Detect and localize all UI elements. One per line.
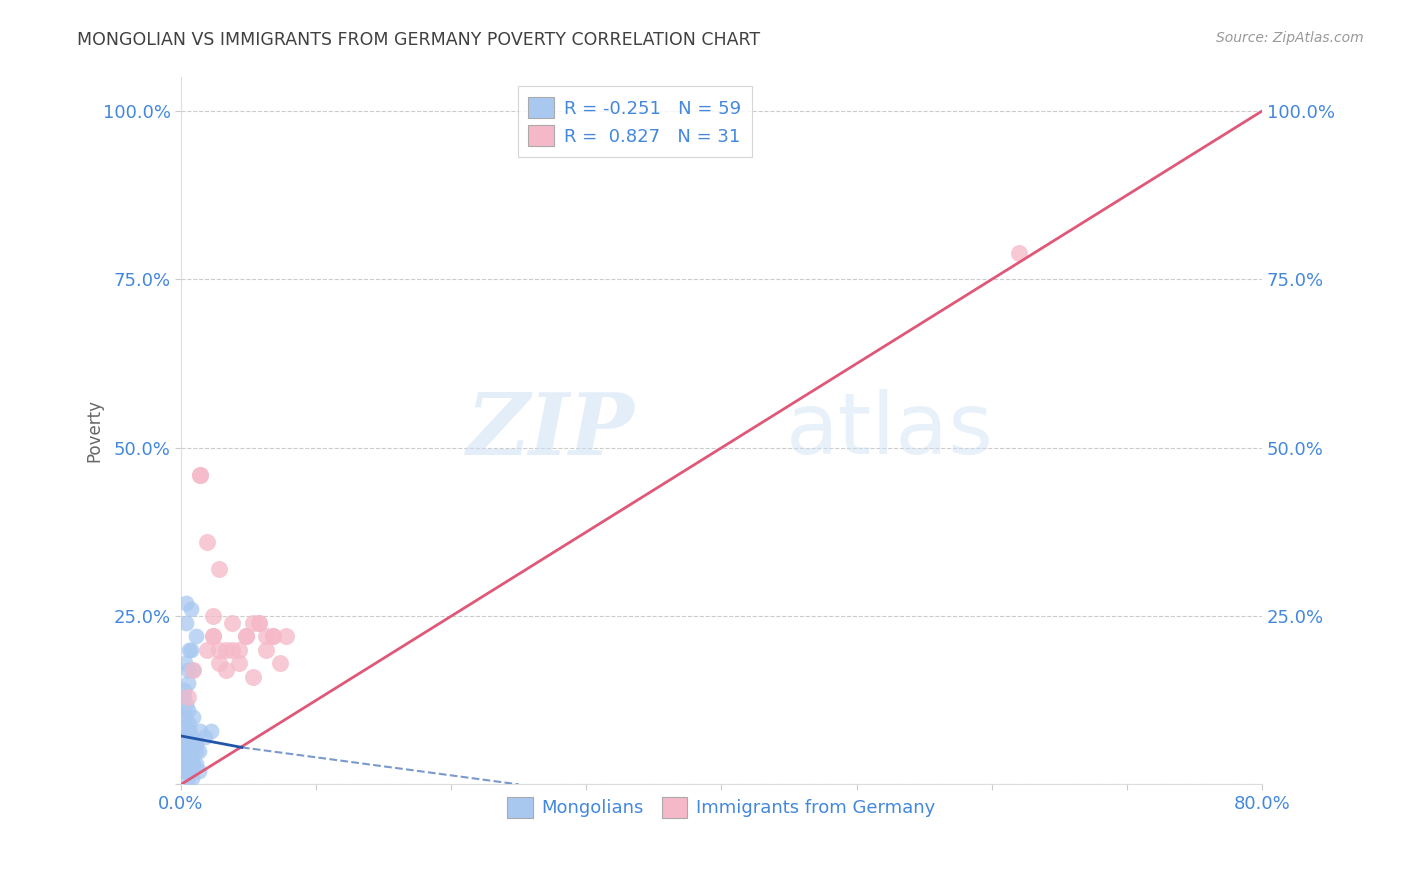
Point bbox=[181, 757, 204, 772]
Point bbox=[174, 710, 197, 724]
Point bbox=[173, 683, 195, 698]
Point bbox=[214, 663, 236, 677]
Point bbox=[184, 737, 207, 751]
Point bbox=[177, 757, 200, 772]
Point bbox=[174, 764, 197, 778]
Point bbox=[177, 690, 200, 704]
Point bbox=[262, 629, 284, 643]
Point bbox=[269, 657, 291, 671]
Point bbox=[176, 757, 198, 772]
Point bbox=[179, 723, 201, 738]
Point bbox=[1008, 245, 1031, 260]
Point bbox=[208, 657, 231, 671]
Point bbox=[181, 710, 204, 724]
Point bbox=[179, 723, 201, 738]
Point bbox=[177, 663, 200, 677]
Point bbox=[181, 663, 204, 677]
Point bbox=[181, 737, 204, 751]
Point bbox=[177, 744, 200, 758]
Point bbox=[179, 642, 201, 657]
Point bbox=[276, 629, 298, 643]
Point bbox=[187, 744, 209, 758]
Point bbox=[254, 642, 277, 657]
Point bbox=[202, 609, 225, 624]
Point bbox=[176, 750, 198, 764]
Point bbox=[254, 629, 277, 643]
Point bbox=[174, 764, 197, 778]
Point bbox=[173, 690, 195, 704]
Point bbox=[200, 723, 222, 738]
Text: MONGOLIAN VS IMMIGRANTS FROM GERMANY POVERTY CORRELATION CHART: MONGOLIAN VS IMMIGRANTS FROM GERMANY POV… bbox=[77, 31, 761, 49]
Point bbox=[262, 629, 284, 643]
Point bbox=[177, 703, 200, 717]
Text: atlas: atlas bbox=[786, 390, 994, 473]
Point bbox=[221, 642, 243, 657]
Point bbox=[235, 629, 257, 643]
Point bbox=[249, 615, 271, 630]
Point bbox=[179, 764, 201, 778]
Point bbox=[176, 764, 198, 778]
Point bbox=[188, 467, 211, 482]
Point bbox=[184, 744, 207, 758]
Point bbox=[177, 771, 200, 785]
Point bbox=[208, 562, 231, 576]
Point bbox=[228, 642, 250, 657]
Point bbox=[174, 731, 197, 745]
Point bbox=[202, 629, 225, 643]
Point bbox=[179, 750, 201, 764]
Point bbox=[221, 615, 243, 630]
Point bbox=[180, 737, 202, 751]
Point bbox=[194, 731, 217, 745]
Point bbox=[179, 750, 201, 764]
Point bbox=[179, 750, 201, 764]
Point bbox=[176, 744, 198, 758]
Point bbox=[249, 615, 271, 630]
Point bbox=[179, 716, 201, 731]
Point bbox=[177, 737, 200, 751]
Point bbox=[177, 750, 200, 764]
Point bbox=[242, 615, 264, 630]
Point bbox=[174, 764, 197, 778]
Point bbox=[176, 615, 198, 630]
Point bbox=[181, 663, 204, 677]
Point bbox=[176, 757, 198, 772]
Y-axis label: Poverty: Poverty bbox=[86, 400, 103, 462]
Point bbox=[188, 723, 211, 738]
Point bbox=[173, 723, 195, 738]
Point bbox=[228, 657, 250, 671]
Point bbox=[179, 764, 201, 778]
Point bbox=[195, 535, 218, 549]
Point bbox=[173, 710, 195, 724]
Point bbox=[176, 596, 198, 610]
Point bbox=[179, 757, 201, 772]
Point bbox=[242, 670, 264, 684]
Point bbox=[177, 676, 200, 690]
Point bbox=[184, 629, 207, 643]
Point bbox=[214, 642, 236, 657]
Point bbox=[179, 744, 201, 758]
Point bbox=[184, 757, 207, 772]
Point bbox=[235, 629, 257, 643]
Point bbox=[208, 642, 231, 657]
Text: Source: ZipAtlas.com: Source: ZipAtlas.com bbox=[1216, 31, 1364, 45]
Point bbox=[181, 757, 204, 772]
Point bbox=[180, 731, 202, 745]
Point bbox=[188, 467, 211, 482]
Point bbox=[173, 737, 195, 751]
Point bbox=[195, 642, 218, 657]
Point bbox=[174, 764, 197, 778]
Point bbox=[179, 602, 201, 616]
Point bbox=[179, 642, 201, 657]
Text: ZIP: ZIP bbox=[467, 389, 636, 473]
Point bbox=[176, 697, 198, 711]
Point bbox=[202, 629, 225, 643]
Point bbox=[174, 657, 197, 671]
Point bbox=[187, 764, 209, 778]
Legend: Mongolians, Immigrants from Germany: Mongolians, Immigrants from Germany bbox=[501, 789, 943, 825]
Point bbox=[176, 750, 198, 764]
Point bbox=[180, 771, 202, 785]
